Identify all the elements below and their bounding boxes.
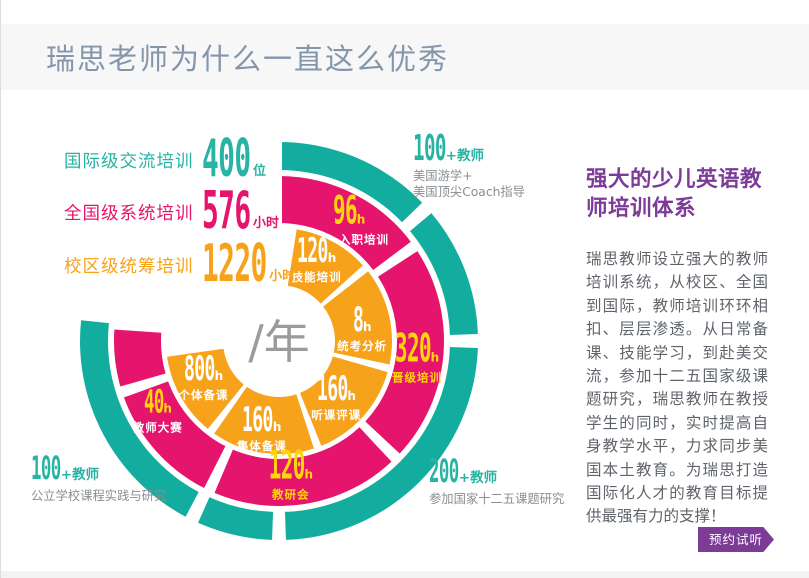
donut-segment-international-level xyxy=(409,213,478,336)
donut-segment-集体备课 xyxy=(214,386,314,454)
wedge-name: 教研会 xyxy=(272,487,310,502)
annotation-caption: 公立学校课程实践与研究 xyxy=(31,489,167,503)
wedge-name: 集体备课 xyxy=(236,439,287,454)
wedge-hours: 320 xyxy=(394,326,432,371)
wedge-hours: 96 xyxy=(332,188,358,233)
wedge-hours: 800 xyxy=(183,349,215,389)
wedge-name: 统考分析 xyxy=(337,339,388,354)
stat-unit: 小时 xyxy=(252,216,279,231)
wedge-label-教研会: 120h 教研会 xyxy=(268,444,314,502)
wedge-hours-unit: h xyxy=(214,368,224,383)
wedge-hours: 40 xyxy=(143,383,164,421)
stats-overlap-mask xyxy=(1,100,282,285)
teacher-training-donut-chart xyxy=(1,100,478,540)
wedge-hours-unit: h xyxy=(347,389,356,404)
stat-value: 400 xyxy=(201,128,251,190)
annotation-number: 100 xyxy=(31,449,61,488)
annotation-national-research: 200 +教师 参加国家十二五课题研究 xyxy=(429,452,565,507)
wedge-hours-unit: h xyxy=(327,251,337,266)
wedge-hours-unit: h xyxy=(362,320,372,335)
bottom-divider xyxy=(1,571,809,578)
stat-label: 校区级统筹培训 xyxy=(64,256,194,277)
wedge-label-个体备课: 800h 个体备课 xyxy=(178,349,229,402)
annotation-caption: 参加国家十二五课题研究 xyxy=(429,492,565,506)
stat-international-training: 国际级交流培训 400 位 xyxy=(64,128,266,190)
donut-segment-个体备课 xyxy=(167,348,244,429)
title-band: 瑞思老师为什么一直这么优秀 xyxy=(1,24,809,90)
annotation-value: 100 +教师 xyxy=(413,126,525,169)
donut-segment-national-level xyxy=(113,329,166,387)
stat-label: 全国级系统培训 xyxy=(64,203,194,224)
annotation-number: 200 xyxy=(429,452,459,491)
annotation-suffix: +教师 xyxy=(445,148,484,164)
wedge-label-集体备课: 160h 集体备课 xyxy=(236,400,287,454)
wedge-name: 教师大赛 xyxy=(132,420,183,435)
stat-campus-training: 校区级统筹培训 1220 小时 xyxy=(64,233,296,295)
annotation-value: 100 +教师 xyxy=(31,449,166,488)
donut-segment-技能培训 xyxy=(287,229,363,304)
panel-heading: 强大的少儿英语教师培训体系 xyxy=(586,167,763,221)
page-title: 瑞思老师为什么一直这么优秀 xyxy=(46,42,450,76)
annotation-suffix: +教师 xyxy=(60,467,100,483)
wedge-name: 晋级培训 xyxy=(391,370,442,385)
donut-segment-教师大赛 xyxy=(123,381,226,489)
wedge-hours-unit: h xyxy=(430,350,440,365)
wedge-hours: 160 xyxy=(316,369,348,409)
annotation-caption: 美国顶尖Coach指导 xyxy=(413,185,525,199)
annotation-caption: 美国游学+ xyxy=(413,169,473,183)
right-panel: 强大的少儿英语教师培训体系 瑞思教师设立强大的教师培训系统，从校区、全国到国际，… xyxy=(586,166,768,529)
stat-label: 国际级交流培训 xyxy=(64,151,194,172)
stat-value: 576 xyxy=(201,180,251,242)
wedge-hours-unit: h xyxy=(304,467,314,482)
annotation-suffix: +教师 xyxy=(458,470,498,486)
stat-unit: 小时 xyxy=(269,269,296,284)
wedge-hours-unit: h xyxy=(272,420,282,435)
wedge-name: 技能培训 xyxy=(291,270,342,285)
wedge-name: 个体备课 xyxy=(178,387,229,402)
stat-unit: 位 xyxy=(252,164,266,179)
wedge-label-技能培训: 120h 技能培训 xyxy=(291,231,342,285)
donut-segment-教研会 xyxy=(214,427,392,506)
wedge-label-统考分析: 8h 统考分析 xyxy=(337,300,388,354)
wedge-hours-unit: h xyxy=(356,212,366,226)
wedge-label-听课评课: 160h 听课评课 xyxy=(311,369,362,423)
wedge-hours: 8 xyxy=(352,300,364,340)
panel-paragraph: 瑞思教师设立强大的教师培训系统，从校区、全国到国际，教师培训环环相扣、层层渗透。… xyxy=(586,250,768,526)
annotation-value: 200 +教师 xyxy=(429,452,564,491)
stat-national-training: 全国级系统培训 576 小时 xyxy=(64,180,279,242)
wedge-name: 入职培训 xyxy=(339,232,389,246)
donut-segment-晋级培训 xyxy=(365,251,444,454)
annotation-usa-coach: 100 +教师 美国游学+ 美国顶尖Coach指导 xyxy=(413,126,525,200)
donut-segment-international-level xyxy=(284,346,478,540)
wedge-hours-unit: h xyxy=(163,401,172,416)
donut-segment-统考分析 xyxy=(323,271,392,365)
book-trial-button[interactable]: 预约试听 xyxy=(698,527,774,552)
wedge-hours: 120 xyxy=(268,444,305,489)
donut-center-label: /年 xyxy=(248,315,310,369)
wedge-label-教师大赛: 40h 教师大赛 xyxy=(132,383,183,435)
wedge-name: 听课评课 xyxy=(311,408,362,423)
annotation-number: 100 xyxy=(413,126,446,169)
stat-value: 1220 xyxy=(201,233,267,295)
wedge-label-入职培训: 96h 入职培训 xyxy=(309,188,389,246)
donut-segment-international-level xyxy=(198,497,274,540)
donut-segment-international-level xyxy=(80,320,199,517)
wedge-hours: 160 xyxy=(242,400,273,440)
annotation-public-school: 100 +教师 公立学校课程实践与研究 xyxy=(31,449,167,504)
donut-segment-听课评课 xyxy=(299,356,388,446)
wedge-label-晋级培训: 320h 晋级培训 xyxy=(391,326,442,385)
wedge-hours: 120 xyxy=(296,231,328,271)
